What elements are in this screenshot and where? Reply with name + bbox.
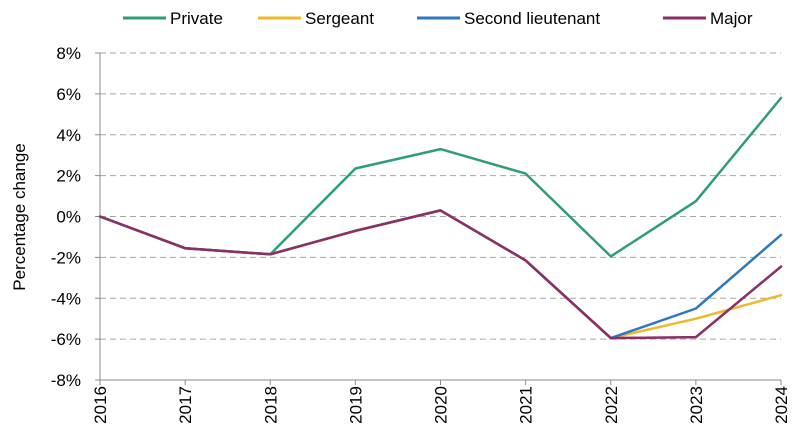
series-line-sergeant: [98, 209, 783, 340]
x-tick-label: 2018: [261, 386, 280, 424]
x-tick-label: 2021: [517, 386, 536, 424]
x-tick-label: 2024: [772, 386, 791, 424]
y-tick-label: 0%: [56, 208, 81, 227]
gridlines: [100, 52, 781, 340]
y-tick-label: 2%: [56, 167, 81, 186]
legend-label: Private: [170, 9, 223, 28]
legend-label: Second lieutenant: [464, 9, 600, 28]
x-tick-label: 2023: [687, 386, 706, 424]
y-tick-label: -4%: [51, 289, 81, 308]
x-tick-label: 2022: [602, 386, 621, 424]
legend-label: Sergeant: [305, 9, 374, 28]
x-tick-label: 2020: [432, 386, 451, 424]
y-tick-label: 4%: [56, 126, 81, 145]
series-line-second-lieutenant: [98, 209, 783, 340]
series-lines: [98, 96, 783, 340]
series-line-major: [98, 209, 783, 340]
y-tick-label: 8%: [56, 44, 81, 63]
x-tick-label: 2019: [346, 386, 365, 424]
x-tick-label: 2016: [91, 386, 110, 424]
y-tick-label: -6%: [51, 330, 81, 349]
axes: [95, 52, 782, 385]
y-axis-ticks: 8% 6% 4% 2% 0% -2% -4% -6% -8%: [51, 44, 81, 390]
legend-label: Major: [710, 9, 753, 28]
y-tick-label: -2%: [51, 248, 81, 267]
series-line-private: [98, 96, 783, 258]
x-tick-label: 2017: [176, 386, 195, 424]
legend: Private Sergeant Second lieutenant Major: [123, 9, 753, 28]
y-tick-label: -8%: [51, 371, 81, 390]
y-tick-label: 6%: [56, 85, 81, 104]
y-axis-title: Percentage change: [10, 143, 29, 290]
x-axis-ticks: 2016 2017 2018 2019 2020 2021 2022 2023 2024: [91, 386, 791, 424]
